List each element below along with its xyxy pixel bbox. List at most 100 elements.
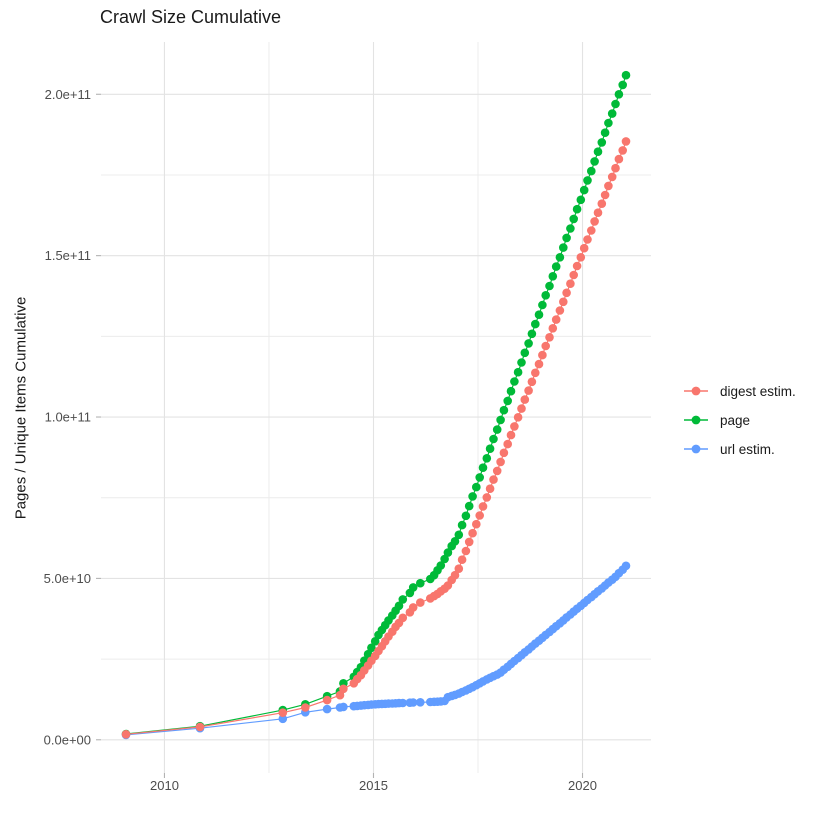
data-point (583, 235, 592, 244)
data-point (398, 698, 408, 708)
data-point (464, 501, 474, 511)
data-point (461, 511, 471, 521)
data-point (503, 439, 512, 449)
data-point (618, 80, 627, 90)
data-point (478, 463, 488, 473)
data-point (472, 519, 481, 529)
data-point (607, 109, 617, 118)
data-point (461, 546, 471, 556)
data-point (611, 163, 620, 173)
data-point (339, 684, 348, 694)
data-point (562, 288, 571, 298)
y-tick-label: 5.0e+10 (44, 571, 91, 586)
data-point (416, 698, 425, 707)
data-point (618, 146, 627, 155)
data-point (621, 561, 631, 571)
legend-key-digest-icon (684, 386, 708, 396)
data-point (121, 730, 131, 739)
data-point (510, 377, 519, 386)
legend-item-page: page (681, 410, 796, 430)
data-point (534, 310, 544, 320)
y-tick-label: 1.0e+11 (45, 410, 91, 425)
series-url-estim (121, 561, 631, 740)
data-point (604, 118, 613, 128)
y-tick-label: 2.0e+11 (45, 87, 91, 102)
data-point (548, 324, 558, 333)
data-point (454, 530, 464, 540)
data-point (604, 181, 613, 191)
data-point (538, 350, 547, 360)
data-point (482, 493, 492, 502)
data-point (450, 570, 460, 580)
legend-item-digest-estim: digest estim. (681, 381, 796, 401)
data-point (572, 261, 582, 271)
data-point (621, 137, 631, 146)
data-point (569, 214, 578, 224)
data-point (339, 702, 348, 712)
data-point (614, 90, 624, 99)
series-digest-estim (121, 137, 631, 739)
data-point (335, 690, 345, 700)
data-point (278, 714, 288, 724)
data-point (590, 157, 599, 166)
data-point (496, 457, 505, 467)
data-point (566, 224, 575, 233)
data-point (489, 475, 498, 484)
data-point (478, 502, 488, 511)
data-point (572, 204, 582, 214)
data-point (492, 466, 502, 476)
data-point (492, 425, 502, 434)
legend-item-url-estim: url estim. (681, 439, 796, 459)
chart-title: Crawl Size Cumulative (100, 7, 282, 27)
data-point (482, 454, 492, 463)
data-point (278, 708, 288, 717)
data-point (538, 300, 547, 310)
data-point (499, 405, 509, 415)
data-point (576, 195, 586, 205)
major-gridlines (101, 42, 651, 773)
data-point (579, 243, 589, 253)
data-point (485, 444, 495, 454)
x-tick-labels: 2010 2015 2020 (150, 778, 597, 793)
data-point (600, 190, 610, 200)
y-tick-labels: 0.0e+00 5.0e+10 1.0e+11 1.5e+11 2.0e+11 (44, 87, 91, 748)
data-point (454, 564, 464, 573)
data-point (559, 243, 568, 252)
data-point (464, 537, 474, 547)
data-point (408, 698, 418, 707)
data-point (503, 396, 512, 406)
data-point (475, 511, 485, 520)
data-point (531, 319, 540, 329)
data-point (496, 415, 505, 425)
data-point (551, 262, 561, 271)
data-point (593, 208, 603, 217)
data-point (322, 704, 332, 714)
data-point (551, 315, 561, 324)
data-point (583, 176, 592, 185)
data-point (559, 297, 568, 307)
data-point (597, 138, 607, 147)
data-point (499, 448, 509, 458)
data-point (443, 548, 453, 557)
data-point (416, 598, 425, 607)
data-point (555, 252, 565, 262)
legend-label: page (720, 412, 751, 428)
data-point (520, 395, 530, 404)
data-point (506, 430, 516, 440)
data-point (416, 578, 425, 588)
axis-ticks (96, 93, 584, 778)
data-point (457, 555, 467, 564)
data-point (506, 386, 516, 396)
data-point (607, 172, 617, 182)
legend-key-url-icon (684, 444, 708, 454)
data-point (545, 333, 554, 342)
data-point (475, 473, 485, 482)
data-point (621, 70, 631, 80)
data-point (457, 520, 467, 530)
series-page (121, 70, 631, 739)
data-point (531, 368, 540, 378)
data-point (367, 643, 376, 653)
data-point (600, 128, 610, 137)
data-point (614, 154, 624, 164)
